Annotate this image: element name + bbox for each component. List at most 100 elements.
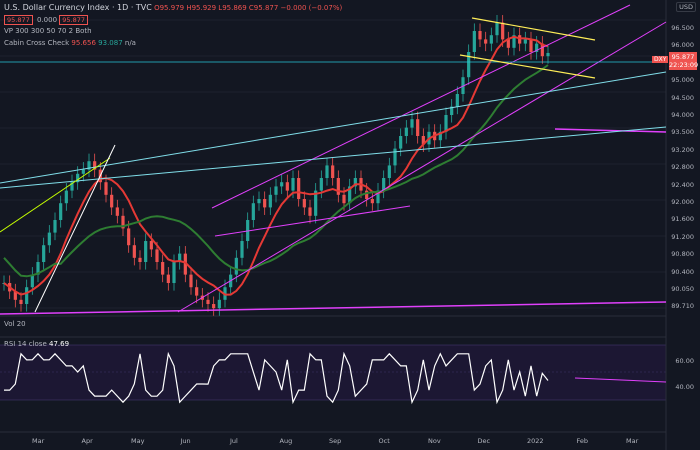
price-tick: 95.000: [671, 76, 694, 85]
candle-body: [64, 190, 68, 204]
ccc-indicator[interactable]: Cabin Cross Check 95.656 93.087 n/a: [4, 39, 136, 47]
candle-body: [87, 161, 91, 170]
price-badges: 95.877 0.000 95.877: [4, 15, 90, 25]
price-tick: 94.500: [671, 93, 694, 102]
candle-body: [183, 253, 187, 275]
ccc-value-1: 95.656: [71, 39, 96, 47]
time-tick: Sep: [329, 437, 342, 445]
candle-body: [127, 228, 131, 246]
price-tick: 92.000: [671, 198, 694, 206]
candle-body: [319, 178, 323, 191]
candle-body: [263, 199, 267, 208]
time-tick: Mar: [626, 437, 639, 445]
rsi-tick-40: 40.00: [675, 383, 694, 391]
ohlc-values: O95.979 H95.929 L95.869 C95.877 −0.000 (…: [154, 4, 343, 12]
candle-body: [110, 194, 114, 208]
ccc-label: Cabin Cross Check: [4, 39, 70, 47]
badge-ask[interactable]: 95.877: [59, 15, 89, 25]
candle-body: [410, 119, 414, 128]
candle-body: [336, 178, 340, 195]
candle-body: [285, 182, 289, 191]
candle-body: [291, 178, 295, 191]
yellow-wedge-top: [471, 17, 596, 41]
time-tick: Dec: [477, 437, 491, 445]
time-tick: 2022: [527, 437, 544, 445]
candle-body: [195, 287, 199, 296]
candle-body: [421, 136, 425, 145]
candle-body: [30, 274, 34, 288]
candle-body: [489, 35, 493, 44]
candle-body: [546, 52, 550, 57]
currency-button[interactable]: USD: [676, 2, 696, 12]
candle-body: [512, 35, 516, 48]
candle-body: [138, 257, 142, 263]
candle-body: [59, 203, 63, 221]
candle-body: [399, 136, 403, 149]
candle-body: [308, 207, 312, 216]
rsi-label: RSI 14 close: [4, 340, 47, 348]
candle-body: [416, 119, 420, 137]
ccc-value-2: 93.087: [98, 39, 123, 47]
candle-body: [115, 207, 119, 216]
candle-body: [217, 299, 221, 309]
candle-body: [314, 190, 318, 216]
candle-body: [472, 31, 476, 53]
price-tick: 90.050: [671, 285, 694, 293]
price-tick: 96.000: [671, 41, 694, 50]
green-moving-average: [3, 64, 549, 278]
magenta-channel-upper: [211, 4, 631, 209]
rsi-legend[interactable]: RSI 14 close 47.69: [4, 340, 69, 348]
candle-body: [212, 304, 216, 309]
bar-countdown: 22:23:09: [669, 61, 699, 69]
price-tick: 94.000: [671, 111, 694, 119]
candle-body: [19, 299, 23, 305]
vp-indicator-label[interactable]: VP 300 300 50 70 2 Both: [4, 27, 92, 35]
trend-drawings: [0, 4, 667, 383]
candle-body: [81, 169, 85, 174]
red-moving-average: [3, 35, 549, 296]
rsi-line: [4, 351, 549, 405]
candle-body: [325, 165, 329, 179]
candle-body: [268, 194, 272, 208]
candle-body: [76, 173, 80, 183]
white-line: [34, 144, 116, 313]
candle-body: [149, 241, 153, 250]
symbol-tag: DXY: [652, 56, 669, 63]
cyan-line-1: [0, 71, 667, 184]
price-tick: 89.710: [671, 302, 694, 311]
candle-body: [70, 182, 74, 191]
price-tick: 93.200: [671, 145, 694, 154]
volume-label[interactable]: Vol 20: [4, 320, 26, 328]
magenta-rsi-line: [574, 377, 667, 383]
candle-body: [104, 182, 108, 195]
candle-body: [438, 131, 442, 141]
candle-body: [529, 39, 533, 53]
candle-body: [365, 190, 369, 200]
symbol-title[interactable]: U.S. Dollar Currency Index · 1D · TVC: [4, 3, 152, 12]
price-tick: 91.200: [671, 232, 694, 241]
candle-body: [455, 94, 459, 107]
candle-body: [467, 52, 471, 78]
time-tick: Nov: [428, 437, 441, 445]
time-tick: May: [131, 437, 145, 445]
candle-body: [155, 249, 159, 263]
time-tick: Apr: [81, 437, 93, 445]
rsi-value: 47.69: [49, 340, 70, 348]
time-tick: Aug: [279, 437, 293, 445]
candle-body: [47, 232, 51, 246]
price-tick: 92.400: [671, 180, 694, 189]
candle-body: [506, 39, 510, 48]
candle-body: [132, 245, 136, 258]
price-tick: 91.600: [671, 215, 694, 224]
candle-body: [523, 39, 527, 44]
candle-body: [234, 257, 238, 275]
badge-bid[interactable]: 95.877: [4, 15, 33, 25]
candle-body: [42, 245, 46, 263]
candle-body: [501, 22, 505, 40]
magenta-channel-lower: [177, 21, 667, 313]
time-tick: Feb: [576, 437, 589, 445]
candle-body: [393, 148, 397, 166]
candle-body: [251, 203, 255, 221]
magenta-bottom-line: [0, 301, 667, 315]
